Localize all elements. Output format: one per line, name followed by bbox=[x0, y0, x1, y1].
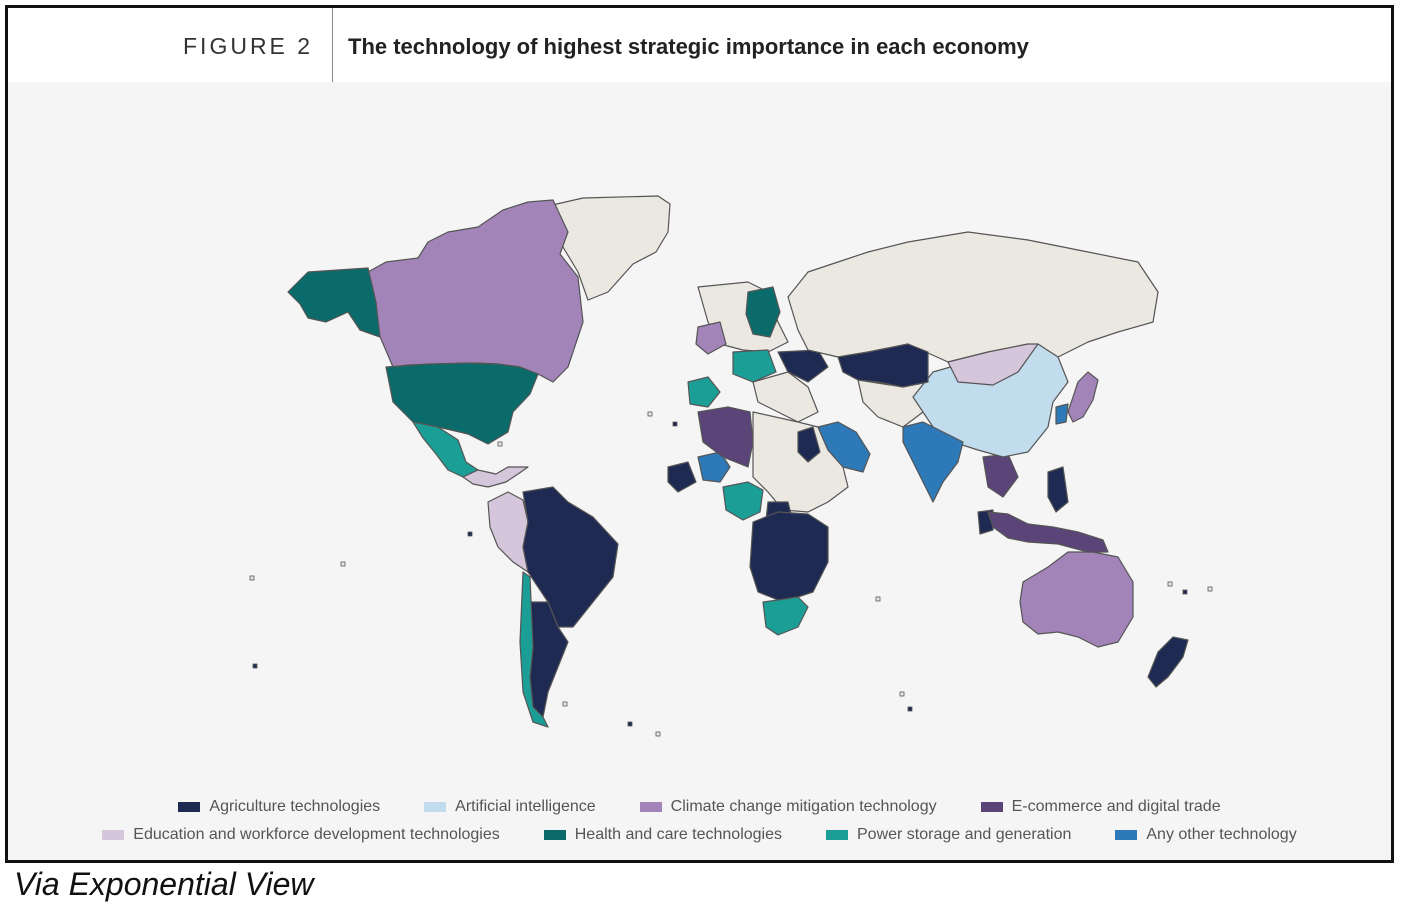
legend-swatch bbox=[102, 830, 125, 840]
map-region-health-4 bbox=[745, 286, 781, 338]
legend-swatch bbox=[980, 802, 1003, 812]
legend-label: Artificial intelligence bbox=[455, 798, 596, 815]
island-marker bbox=[627, 721, 633, 727]
legend-item-ecommerce: E-commerce and digital trade bbox=[980, 798, 1221, 816]
map-region-alaska: Alaska bbox=[287, 267, 381, 338]
island-marker bbox=[497, 441, 503, 447]
legend-label: Power storage and generation bbox=[857, 826, 1072, 843]
legend-swatch bbox=[1115, 830, 1138, 840]
legend-item-health: Health and care technologies bbox=[543, 826, 782, 844]
source-caption: Via Exponential View bbox=[14, 866, 314, 902]
map-region-other-10 bbox=[697, 451, 731, 483]
map-region-agriculture-15 bbox=[1047, 466, 1069, 513]
legend-swatch bbox=[424, 802, 447, 812]
map-region-agriculture-13 bbox=[667, 461, 697, 493]
legend-swatch bbox=[543, 830, 566, 840]
island-marker bbox=[647, 411, 653, 417]
map-region-japan: Japan bbox=[1067, 371, 1099, 423]
island-marker bbox=[562, 701, 568, 707]
figure-header: FIGURE 2 The technology of highest strat… bbox=[8, 8, 1391, 82]
map-region-south-africa: South Africa bbox=[762, 596, 809, 636]
legend-item-agriculture: Agriculture technologies bbox=[178, 798, 380, 816]
island-marker bbox=[467, 531, 473, 537]
legend-label: Any other technology bbox=[1146, 826, 1297, 843]
legend-label: Health and care technologies bbox=[574, 826, 782, 843]
island-marker bbox=[252, 663, 258, 669]
map-region-power-9 bbox=[687, 376, 721, 408]
map-region-algeria: Algeria bbox=[697, 406, 754, 468]
legend-label: Climate change mitigation technology bbox=[670, 798, 937, 815]
legend-label: E-commerce and digital trade bbox=[1011, 798, 1221, 815]
island-marker bbox=[907, 706, 913, 712]
legend-row-2: Education and workforce development tech… bbox=[8, 826, 1391, 844]
header-divider bbox=[332, 8, 333, 82]
legend-row-1: Agriculture technologies Artificial intel… bbox=[8, 798, 1391, 816]
map-region-canada: Canada bbox=[367, 199, 584, 383]
island-marker bbox=[1167, 581, 1173, 587]
map-region-india: India bbox=[902, 421, 964, 503]
island-marker bbox=[672, 421, 678, 427]
figure-title: The technology of highest strategic impo… bbox=[348, 34, 1029, 59]
map-region-united-states: United States bbox=[385, 362, 539, 445]
island-marker bbox=[655, 731, 661, 737]
legend-swatch bbox=[639, 802, 662, 812]
map-region-russia: Russia bbox=[787, 231, 1159, 363]
island-marker bbox=[340, 561, 346, 567]
map-region-indonesia: Indonesia bbox=[987, 511, 1109, 553]
legend-item-power: Power storage and generation bbox=[826, 826, 1071, 844]
map-region-new-zealand: New Zealand bbox=[1147, 636, 1189, 688]
map-region-saudi-arabia: Saudi Arabia bbox=[817, 421, 871, 473]
map-area: GreenlandCanadaAlaskaUnited StatesMexico… bbox=[8, 82, 1391, 860]
legend-swatch bbox=[826, 830, 848, 840]
map-region-agriculture-12 bbox=[797, 426, 821, 463]
island-marker bbox=[1207, 586, 1213, 592]
legend-item-education: Education and workforce development tech… bbox=[102, 826, 500, 844]
figure-frame: FIGURE 2 The technology of highest strat… bbox=[5, 5, 1394, 863]
island-marker bbox=[1182, 589, 1188, 595]
legend-label: Agriculture technologies bbox=[209, 798, 381, 815]
map-region-other-17 bbox=[1055, 403, 1069, 425]
legend-item-ai: Artificial intelligence bbox=[424, 798, 596, 816]
map-region-ecommerce-14 bbox=[982, 453, 1019, 498]
map-region-australia: Australia bbox=[1019, 551, 1134, 648]
map-region-chile: Chile bbox=[519, 571, 549, 728]
figure-label: FIGURE 2 bbox=[183, 33, 314, 59]
map-region-climate-8 bbox=[695, 321, 727, 355]
map-region-colombia-and-peru: Colombia and Peru bbox=[487, 491, 529, 573]
map-region-brazil: Brazil bbox=[522, 486, 619, 628]
legend-item-climate: Climate change mitigation technology bbox=[639, 798, 937, 816]
map-region-kazakhstan: Kazakhstan bbox=[837, 343, 929, 388]
legend-swatch bbox=[178, 802, 201, 812]
map-region-nigeria: Nigeria bbox=[722, 481, 764, 521]
legend-item-other: Any other technology bbox=[1115, 826, 1297, 844]
legend-label: Education and workforce development tech… bbox=[133, 826, 500, 843]
map-region-nodata-0 bbox=[752, 371, 819, 423]
island-marker bbox=[249, 575, 255, 581]
map-region-nodata-1 bbox=[752, 411, 849, 513]
map-region-central-america: Central America bbox=[462, 466, 529, 488]
map-region-southern-africa: Southern Africa bbox=[749, 511, 829, 601]
map-region-power-5 bbox=[732, 349, 777, 383]
map-region-mongolia: Mongolia bbox=[947, 343, 1039, 386]
world-map: GreenlandCanadaAlaskaUnited StatesMexico… bbox=[249, 195, 1213, 737]
island-marker bbox=[899, 691, 905, 697]
island-marker bbox=[875, 596, 881, 602]
